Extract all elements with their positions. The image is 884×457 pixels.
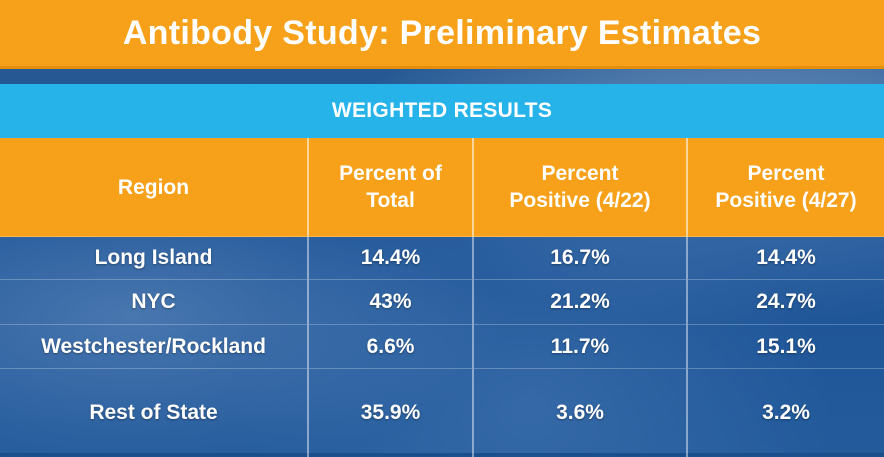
cell-percent-positive-4-22: 16.7% (473, 237, 687, 280)
results-table: Region Percent of Total Percent Positive… (0, 138, 884, 457)
header-percent-positive-4-22: Percent Positive (4/22) (473, 138, 687, 237)
table-row: NYC 43% 21.2% 24.7% (0, 280, 884, 325)
cell-region: NYC (0, 280, 308, 325)
cell-percent-positive-4-22: 11.7% (473, 325, 687, 369)
cell-percent-positive-4-27: 14.4% (687, 237, 884, 280)
table-row: Rest of State 35.9% 3.6% 3.2% (0, 369, 884, 457)
cell-percent-positive-4-22: 3.6% (473, 369, 687, 457)
cell-percent-positive-4-22: 21.2% (473, 280, 687, 325)
header-line-1: Percent (692, 160, 880, 187)
cell-region: Westchester/Rockland (0, 325, 308, 369)
header-line-1: Percent (478, 160, 682, 187)
header-percent-positive-4-27: Percent Positive (4/27) (687, 138, 884, 237)
table-row: Long Island 14.4% 16.7% 14.4% (0, 237, 884, 280)
cell-percent-positive-4-27: 3.2% (687, 369, 884, 457)
header-line-1: Percent of (313, 160, 468, 187)
header-region-label: Region (4, 174, 303, 201)
header-percent-of-total: Percent of Total (308, 138, 473, 237)
header-region: Region (0, 138, 308, 237)
cell-region: Rest of State (0, 369, 308, 457)
table-row: Westchester/Rockland 6.6% 11.7% 15.1% (0, 325, 884, 369)
cell-region: Long Island (0, 237, 308, 280)
table-subtitle: WEIGHTED RESULTS (332, 99, 552, 123)
cell-percent-of-total: 14.4% (308, 237, 473, 280)
header-line-2: Total (313, 187, 468, 214)
page-title: Antibody Study: Preliminary Estimates (123, 14, 761, 53)
header-line-2: Positive (4/27) (692, 187, 880, 214)
title-banner: Antibody Study: Preliminary Estimates (0, 0, 884, 69)
cell-percent-of-total: 43% (308, 280, 473, 325)
header-row: Region Percent of Total Percent Positive… (0, 138, 884, 237)
cell-percent-positive-4-27: 24.7% (687, 280, 884, 325)
header-line-2: Positive (4/22) (478, 187, 682, 214)
cell-percent-of-total: 35.9% (308, 369, 473, 457)
subtitle-banner: WEIGHTED RESULTS (0, 84, 884, 138)
cell-percent-of-total: 6.6% (308, 325, 473, 369)
cell-percent-positive-4-27: 15.1% (687, 325, 884, 369)
